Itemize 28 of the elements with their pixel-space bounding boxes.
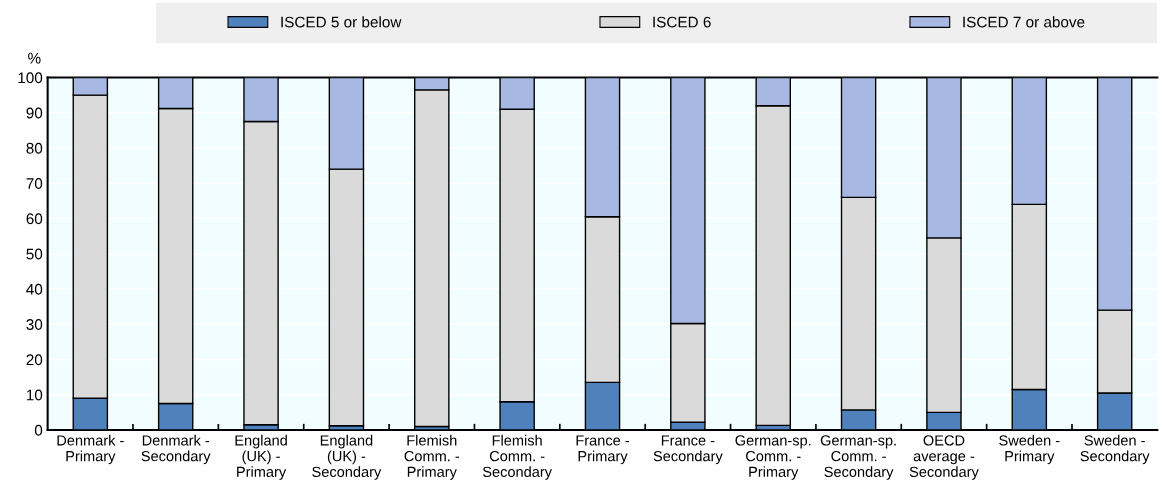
x-tick-label: England (UK) - Primary — [235, 434, 287, 480]
x-tick-label: France - Secondary — [653, 435, 723, 465]
y-tick-label: 80 — [26, 142, 43, 154]
legend-label: ISCED 6 — [653, 16, 711, 28]
legend-label: ISCED 7 or above — [963, 16, 1085, 28]
x-tick-label: Denmark - Secondary — [141, 434, 211, 465]
x-tick-label: Flemish Comm. - Primary — [404, 434, 460, 480]
x-tick-label: Sweden - Primary — [999, 434, 1060, 465]
x-tick-label: OECD average - Secondary — [909, 435, 979, 480]
y-tick-label: 60 — [26, 213, 43, 225]
x-tick-label: Denmark - Primary — [57, 434, 124, 465]
y-tick-label: 70 — [26, 178, 43, 189]
y-tick-label: 100 — [18, 72, 43, 84]
y-tick-label: 10 — [26, 389, 43, 401]
x-tick-label: Sweden - Secondary — [1080, 434, 1150, 465]
y-tick-label: 0 — [34, 424, 43, 436]
y-axis-title: % — [28, 52, 41, 64]
x-tick-label: France - Primary — [576, 435, 629, 465]
x-tick-label: Flemish Comm. - Secondary — [482, 434, 552, 480]
x-tick-label: England (UK) - Secondary — [312, 434, 382, 480]
x-tick-label: German-sp. Comm. - Secondary — [820, 435, 896, 480]
y-tick-label: 30 — [26, 319, 43, 330]
y-tick-label: 20 — [26, 354, 43, 366]
y-tick-label: 50 — [26, 248, 43, 260]
legend-label: ISCED 5 or below — [281, 16, 402, 28]
y-tick-label: 90 — [26, 107, 43, 119]
y-tick-label: 40 — [26, 283, 43, 295]
x-tick-label: German-sp. Comm. - Primary — [735, 435, 811, 480]
